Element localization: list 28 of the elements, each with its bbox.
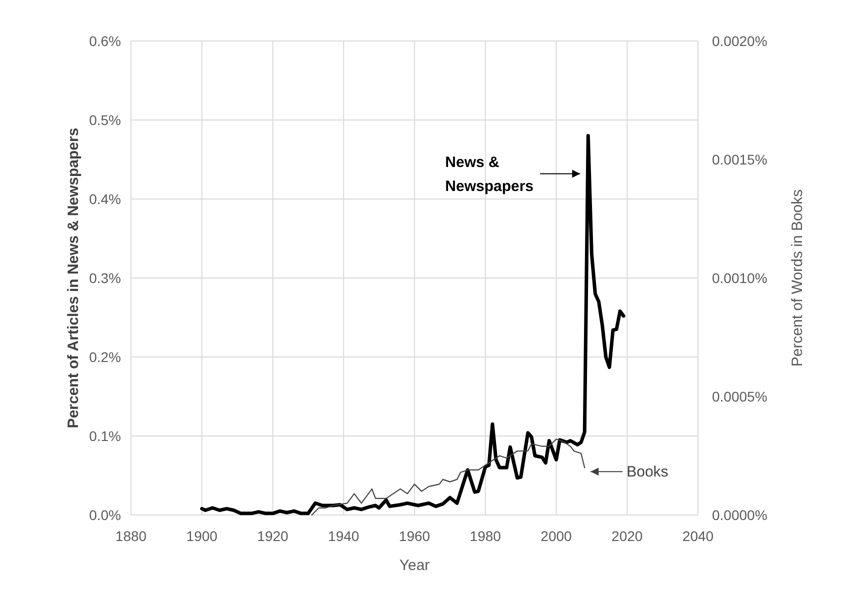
y-tick-label: 0.1% — [89, 428, 121, 444]
x-tick-label: 2000 — [540, 528, 572, 544]
y-tick-label: 0.2% — [89, 349, 121, 365]
legend-label: Books — [626, 464, 668, 481]
y2-tick-label: 0.0020% — [712, 33, 768, 49]
x-tick-label: 1900 — [186, 528, 218, 544]
y-axis-title: Percent of Articles in News & Newspapers — [65, 128, 82, 428]
y2-tick-label: 0.0015% — [712, 152, 768, 168]
text: News & Newspapers — [445, 154, 534, 195]
x-tick-label: 2040 — [682, 528, 714, 544]
x-axis-title: Year — [399, 557, 430, 574]
x-tick-label: 2020 — [612, 528, 643, 544]
y2-tick-label: 0.0000% — [712, 507, 768, 523]
line-series — [311, 438, 586, 516]
y-tick-label: 0.5% — [89, 112, 121, 128]
y2-tick-label: 0.0010% — [712, 270, 768, 286]
x-tick-label: 1940 — [328, 528, 360, 544]
y2-axis-title: Percent of Words in Books — [789, 189, 806, 367]
line-series — [200, 134, 626, 516]
y-tick-label: 0.3% — [89, 270, 121, 286]
x-tick-label: 1980 — [470, 528, 502, 544]
x-tick-label: 1960 — [398, 528, 430, 544]
x-tick-label: 1880 — [115, 528, 147, 544]
x-tick-label: 1920 — [257, 528, 289, 544]
y-tick-label: 0.4% — [89, 191, 121, 207]
y2-tick-label: 0.0005% — [712, 388, 768, 404]
y-tick-label: 0.0% — [89, 507, 121, 523]
y-tick-label: 0.6% — [89, 33, 121, 49]
